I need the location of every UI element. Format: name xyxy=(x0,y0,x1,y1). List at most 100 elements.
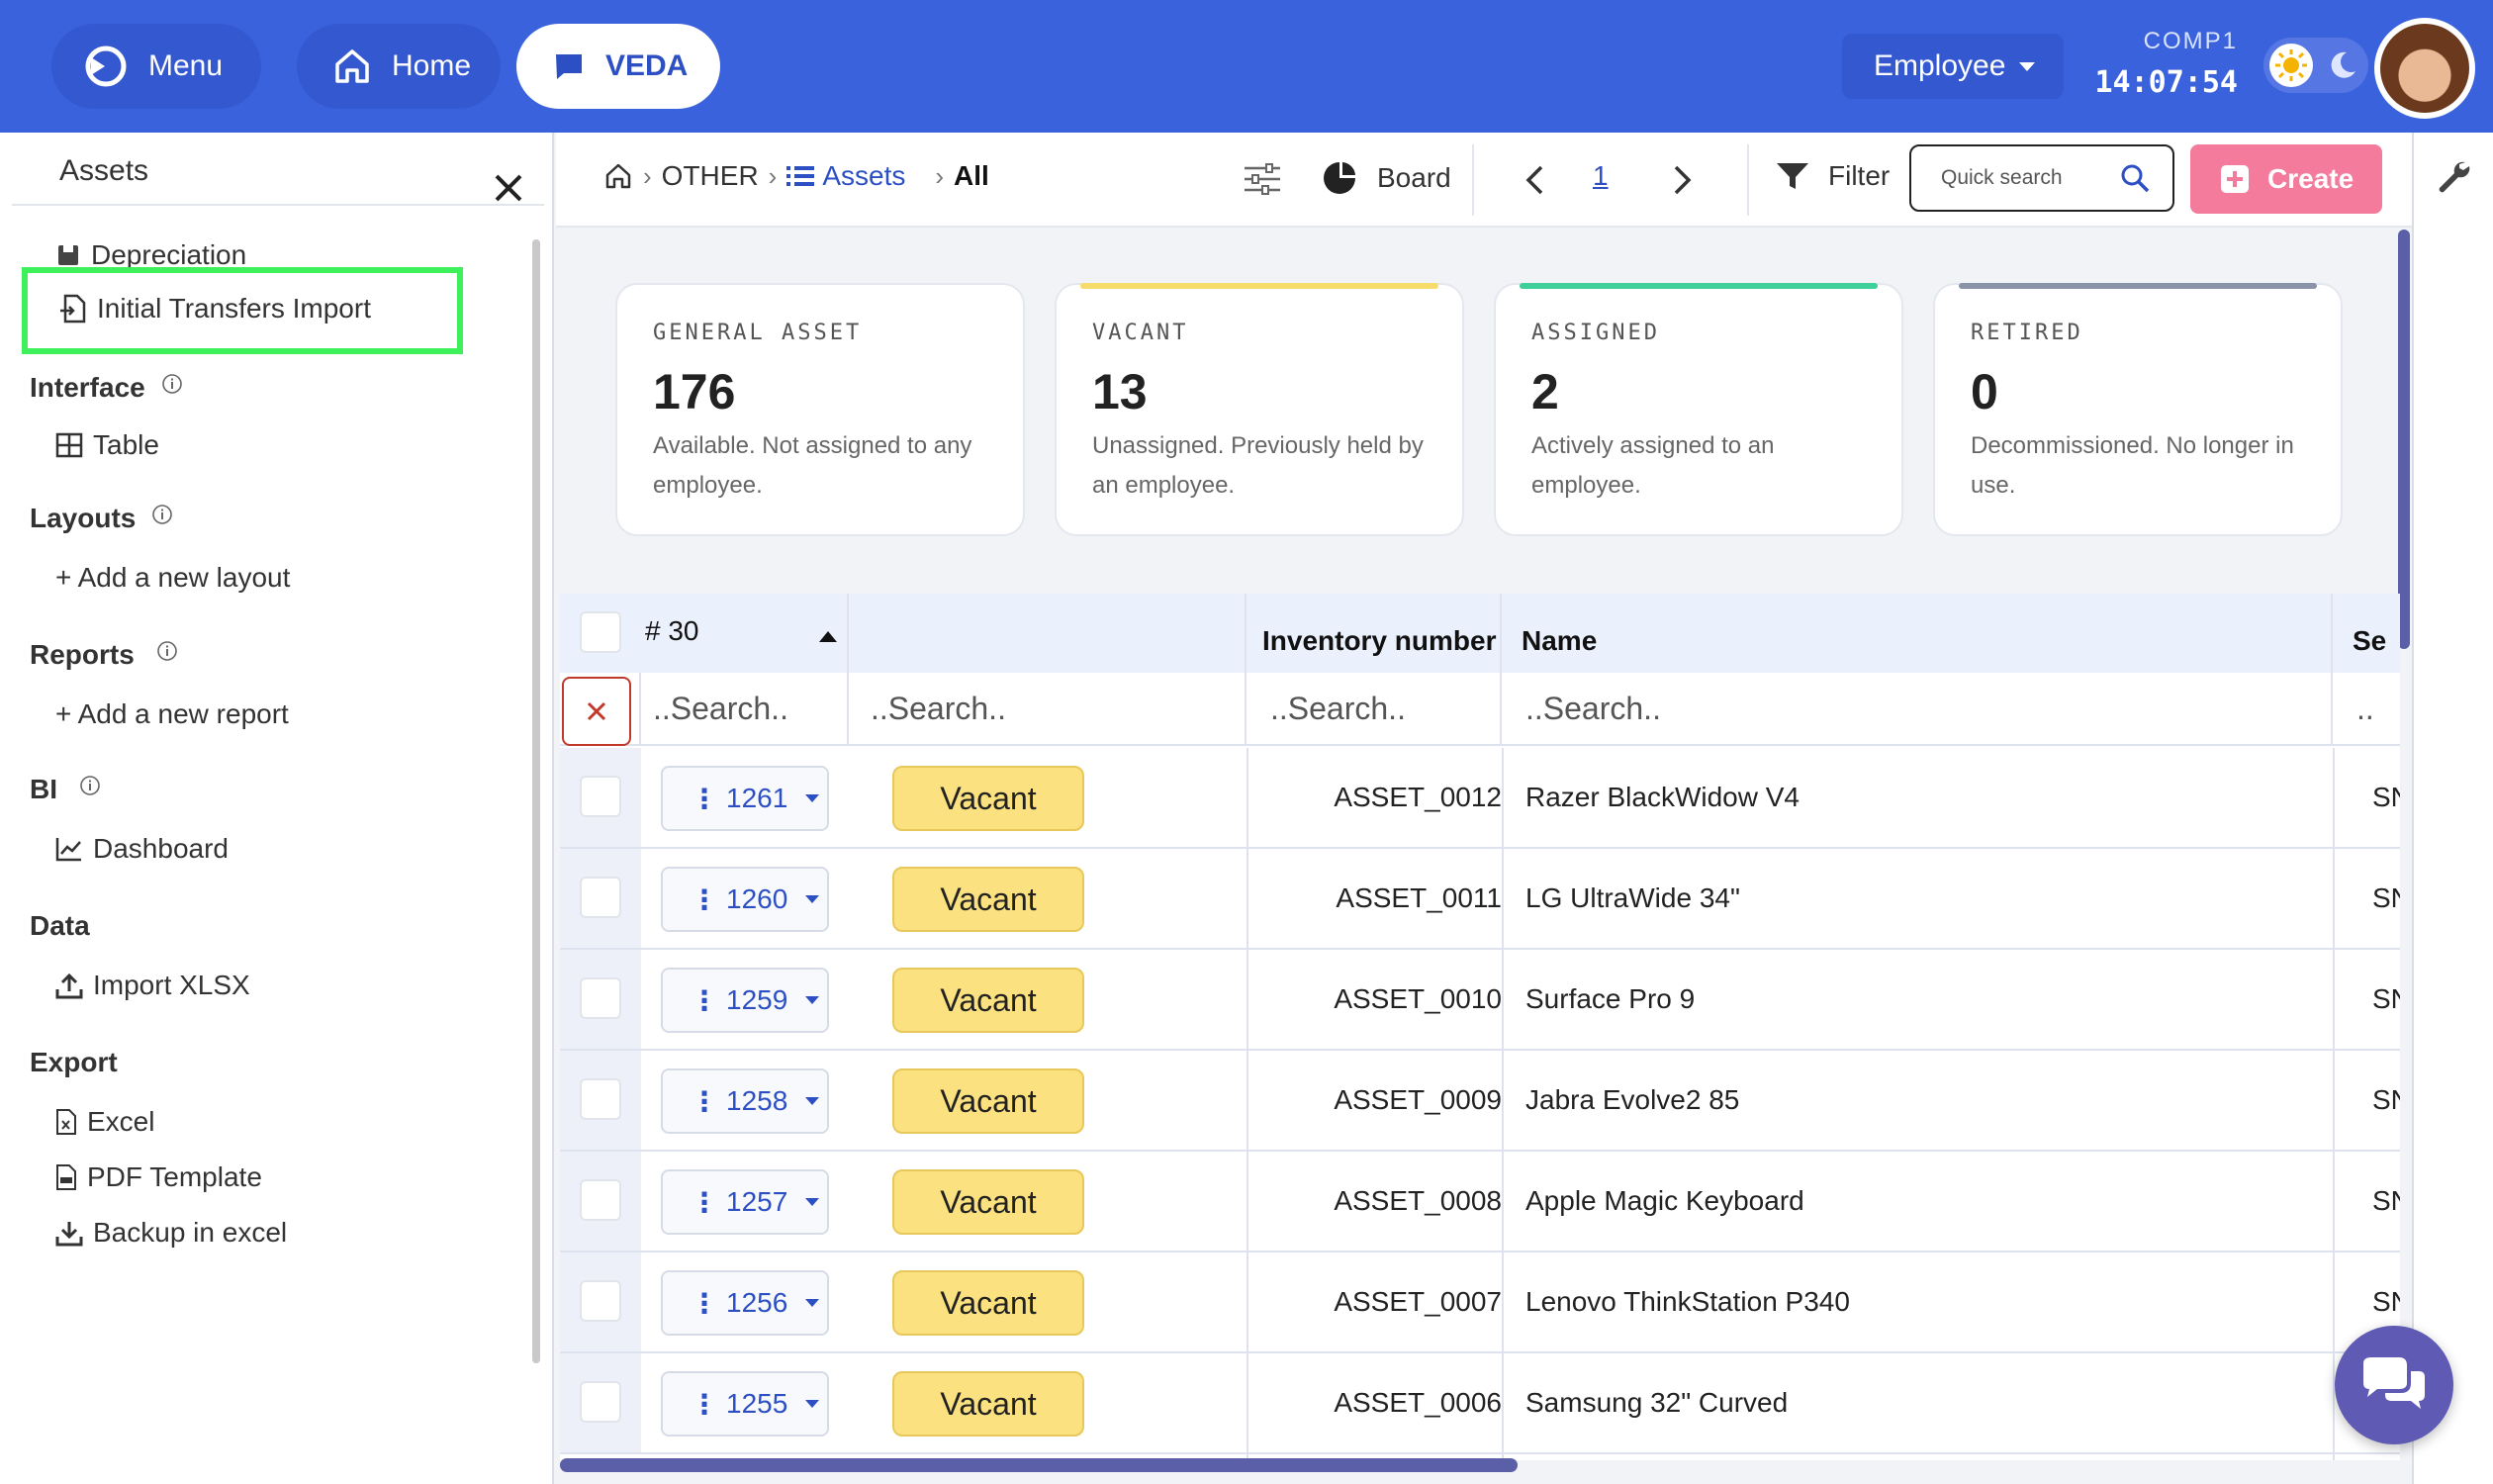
horizontal-scrollbar[interactable] xyxy=(560,1458,1518,1472)
filter-icon xyxy=(1777,163,1808,189)
sidebar-item-dashboard[interactable]: Dashboard xyxy=(55,833,229,865)
row-checkbox[interactable] xyxy=(580,776,621,817)
card-label: GENERAL ASSET xyxy=(653,321,863,345)
card-value: 176 xyxy=(653,364,736,419)
row-checkbox[interactable] xyxy=(580,1280,621,1322)
sidebar-item-initial-transfers-import[interactable]: Initial Transfers Import xyxy=(59,293,371,325)
search-input-id[interactable]: ..Search.. xyxy=(641,673,849,746)
chat-button[interactable] xyxy=(2335,1326,2453,1444)
user-avatar[interactable] xyxy=(2374,18,2475,119)
table-row[interactable]: ⋮ 1261 Vacant ASSET_0012 Razer BlackWidow V4… xyxy=(560,748,2400,849)
row-actions-dropdown[interactable]: ⋮ 1255 xyxy=(661,1371,829,1437)
row-checkbox[interactable] xyxy=(580,977,621,1019)
sidebar-section-export: Export xyxy=(30,1047,118,1078)
theme-toggle[interactable] xyxy=(2263,38,2368,93)
wrench-icon[interactable] xyxy=(2436,158,2471,194)
menu-button[interactable]: Menu xyxy=(51,24,261,109)
sliders-icon[interactable] xyxy=(1243,162,1282,196)
card-description: Available. Not assigned to any employee. xyxy=(653,432,972,499)
sidebar-scrollbar[interactable] xyxy=(532,239,540,1363)
caret-down-icon xyxy=(805,996,820,1004)
info-icon[interactable] xyxy=(156,640,178,662)
column-header-status[interactable] xyxy=(849,594,1246,673)
veda-button[interactable]: VEDA xyxy=(516,24,720,109)
search-input-inventory[interactable]: ..Search.. xyxy=(1246,673,1502,746)
table-row[interactable]: ⋮ 1257 Vacant ASSET_0008 Apple Magic Keyboar… xyxy=(560,1152,2400,1252)
sidebar-divider xyxy=(12,204,544,206)
status-card[interactable]: ASSIGNED 2 Actively assigned to an employe… xyxy=(1494,283,1903,536)
status-card[interactable]: GENERAL ASSET 176 Available. Not assigned … xyxy=(615,283,1025,536)
quick-search-placeholder: Quick search xyxy=(1941,166,2063,189)
status-card[interactable]: RETIRED 0 Decommissioned. No longer in use… xyxy=(1933,283,2343,536)
sidebar-item-excel[interactable]: Excel xyxy=(55,1106,154,1138)
home-button[interactable]: Home xyxy=(297,24,501,109)
assets-table: # 30 Inventory number Name Se ..Search..… xyxy=(560,594,2400,1460)
clear-filter-button[interactable] xyxy=(562,677,631,746)
sort-asc-icon[interactable] xyxy=(819,631,837,642)
row-checkbox[interactable] xyxy=(580,877,621,918)
clock: 14:07:54 xyxy=(2094,65,2239,100)
chat-bubble-icon xyxy=(556,54,582,79)
select-all-checkbox[interactable] xyxy=(580,611,621,653)
search-input-name[interactable]: ..Search.. xyxy=(1502,673,2333,746)
sidebar-item-pdf-template[interactable]: PDF Template xyxy=(55,1161,262,1193)
row-actions-dropdown[interactable]: ⋮ 1260 xyxy=(661,867,829,932)
kebab-icon: ⋮ xyxy=(691,783,718,814)
column-header-id[interactable]: # 30 xyxy=(560,594,849,673)
row-checkbox[interactable] xyxy=(580,1179,621,1221)
serial-number: SN xyxy=(2372,1084,2400,1115)
filter-button[interactable]: Filter xyxy=(1775,160,1890,192)
search-input-serial[interactable]: .. xyxy=(2333,673,2400,746)
sidebar-item-add-layout[interactable]: + Add a new layout xyxy=(55,562,290,594)
download-icon xyxy=(55,1222,83,1247)
row-actions-dropdown[interactable]: ⋮ 1257 xyxy=(661,1169,829,1235)
create-button[interactable]: Create xyxy=(2190,144,2382,214)
column-header-serial[interactable]: Se xyxy=(2333,594,2400,673)
veda-label: VEDA xyxy=(605,49,689,82)
sidebar-item-backup-excel[interactable]: Backup in excel xyxy=(55,1217,287,1249)
status-card[interactable]: VACANT 13 Unassigned. Previously held by a… xyxy=(1055,283,1464,536)
breadcrumb-assets[interactable]: Assets xyxy=(822,160,906,191)
file-import-icon xyxy=(60,294,86,324)
serial-number: SN xyxy=(2372,782,2400,812)
row-id: 1255 xyxy=(726,1388,788,1419)
column-header-inventory[interactable]: Inventory number xyxy=(1246,594,1502,673)
sidebar-item-add-report[interactable]: + Add a new report xyxy=(55,698,289,730)
sidebar-item-depreciation[interactable]: Depreciation xyxy=(55,239,246,271)
page-number[interactable]: 1 xyxy=(1593,160,1609,191)
sidebar-item-label: + Add a new layout xyxy=(55,562,291,593)
table-row[interactable]: ⋮ 1256 Vacant ASSET_0007 Lenovo ThinkStation… xyxy=(560,1252,2400,1353)
home-icon[interactable] xyxy=(603,161,633,191)
row-actions-dropdown[interactable]: ⋮ 1261 xyxy=(661,766,829,831)
info-icon[interactable] xyxy=(79,775,101,796)
row-actions-dropdown[interactable]: ⋮ 1258 xyxy=(661,1068,829,1134)
sidebar-item-import-xlsx[interactable]: Import XLSX xyxy=(55,970,250,1001)
row-id: 1258 xyxy=(726,1085,788,1116)
info-icon[interactable] xyxy=(151,504,173,525)
content-scrollbar[interactable] xyxy=(2398,230,2410,649)
row-checkbox[interactable] xyxy=(580,1078,621,1120)
info-icon[interactable] xyxy=(161,373,183,395)
table-row[interactable]: ⋮ 1258 Vacant ASSET_0009 Jabra Evolve2 85 SN xyxy=(560,1051,2400,1152)
asset-name: Samsung 32" Curved xyxy=(1525,1387,1789,1418)
search-icon[interactable] xyxy=(2119,162,2151,194)
row-actions-dropdown[interactable]: ⋮ 1259 xyxy=(661,968,829,1033)
chevron-right-icon[interactable] xyxy=(1670,164,1694,196)
close-icon[interactable] xyxy=(491,170,526,206)
row-checkbox[interactable] xyxy=(580,1381,621,1423)
sidebar-item-table[interactable]: Table xyxy=(55,429,159,461)
column-header-name[interactable]: Name xyxy=(1502,594,2333,673)
table-row[interactable]: ⋮ 1260 Vacant ASSET_0011 LG UltraWide 34" SN xyxy=(560,849,2400,950)
board-button[interactable]: Board xyxy=(1322,160,1451,196)
breadcrumb-other[interactable]: OTHER xyxy=(661,160,759,191)
role-dropdown[interactable]: Employee xyxy=(1842,34,2064,99)
search-input-status[interactable]: ..Search.. xyxy=(849,673,1246,746)
row-id: 1259 xyxy=(726,984,788,1015)
chevron-left-icon[interactable] xyxy=(1524,164,1547,196)
sidebar-section-layouts: Layouts xyxy=(30,503,173,534)
header-name-label: Name xyxy=(1522,625,1598,656)
table-row[interactable]: ⋮ 1259 Vacant ASSET_0010 Surface Pro 9 SN xyxy=(560,950,2400,1051)
quick-search-input[interactable]: Quick search xyxy=(1909,144,2174,212)
row-actions-dropdown[interactable]: ⋮ 1256 xyxy=(661,1270,829,1336)
